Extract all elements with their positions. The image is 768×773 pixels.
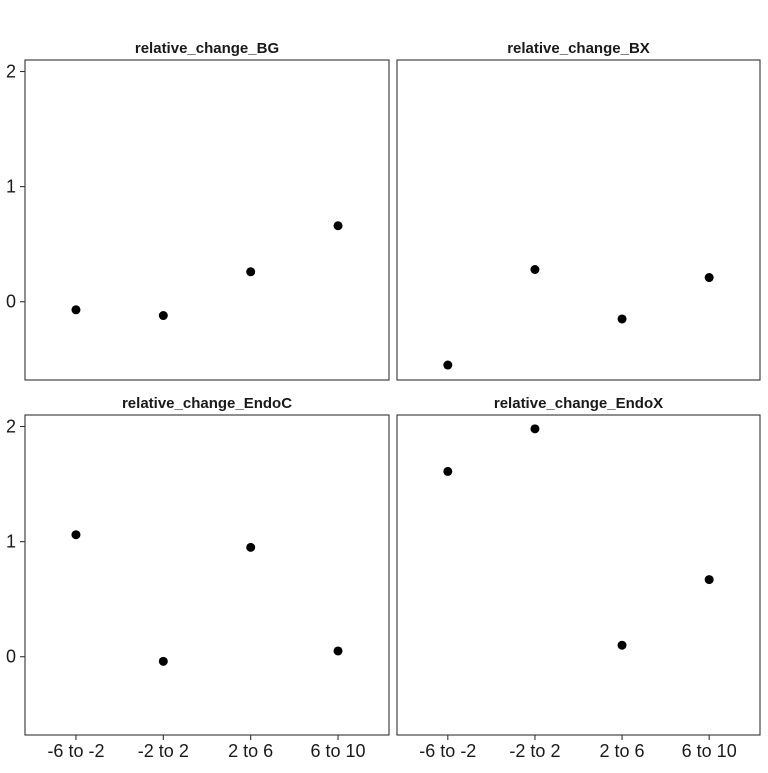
x-tick-label: -2 to 2 [138,741,189,761]
y-tick-label: 0 [6,647,16,667]
data-point [246,267,256,277]
panel-frame [24,59,390,381]
x-tick-label: -6 to -2 [419,741,476,761]
x-tick-label: -2 to 2 [509,741,560,761]
panel-title: relative_change_EndoX [494,395,663,412]
y-tick-label: 2 [6,62,16,82]
data-point [158,311,168,321]
y-tick-label: 1 [6,532,16,552]
data-point [443,360,453,370]
data-point [246,542,256,552]
data-point [71,530,81,540]
panel-title: relative_change_BX [507,40,650,57]
data-point [530,264,540,274]
y-tick-label: 2 [6,417,16,437]
data-point [333,221,343,231]
panel-frame [24,414,390,736]
panel-frame [396,59,761,381]
panel-frame [396,414,761,736]
x-tick-label: 2 to 6 [600,741,645,761]
x-tick-label: -6 to -2 [47,741,104,761]
y-tick-label: 0 [6,292,16,312]
data-point [617,314,627,324]
data-point [333,646,343,656]
data-point [617,640,627,650]
data-point [71,305,81,315]
panel-title: relative_change_BG [135,40,279,57]
panel-title: relative_change_EndoC [122,395,292,412]
data-point [158,656,168,666]
y-tick-label: 1 [6,177,16,197]
x-tick-label: 6 to 10 [311,741,366,761]
data-point [530,424,540,434]
x-tick-label: 2 to 6 [228,741,273,761]
data-point [704,273,714,283]
data-point [704,575,714,585]
x-tick-label: 6 to 10 [682,741,737,761]
data-point [443,466,453,476]
